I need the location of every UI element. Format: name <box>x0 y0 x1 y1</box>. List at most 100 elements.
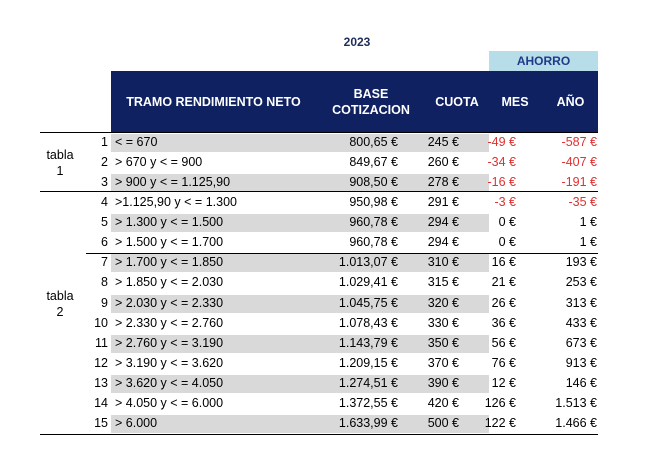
row-stripe <box>111 134 489 152</box>
table-row: 10 > 2.330 y < = 2.760 1.078,43 € 330 € 36 €… <box>0 314 652 333</box>
divider-bottom <box>40 434 598 435</box>
row-anio: 913 € <box>565 355 597 370</box>
row-cuota: 370 € <box>427 355 459 370</box>
row-cuota: 500 € <box>427 415 459 430</box>
row-anio: 146 € <box>565 375 597 390</box>
row-stripe <box>111 414 489 433</box>
row-base: 960,78 € <box>349 235 398 250</box>
row-number: 1 <box>101 135 108 149</box>
row-anio: 433 € <box>565 315 597 330</box>
table-row: 6 > 1.500 y < = 1.700 960,78 € 294 € 0 € 1 € <box>0 233 652 252</box>
row-base: 1.372,55 € <box>338 395 398 410</box>
table-row: 4 >1.125,90 y < = 1.300 950,98 € 291 € -3 € -… <box>0 193 652 212</box>
row-mes: 76 € <box>491 355 516 370</box>
group-label-line2: 2 <box>56 305 64 319</box>
row-cuota: 291 € <box>427 195 459 210</box>
row-number: 12 <box>94 355 108 370</box>
row-anio: 193 € <box>565 255 597 270</box>
header-base-line1: BASE <box>353 86 389 101</box>
row-mes: 26 € <box>491 295 516 310</box>
table-row: 7 > 1.700 y < = 1.850 1.013,07 € 310 € 16 € 1… <box>0 253 652 273</box>
table-row: 15 > 6.000 1.633,99 € 500 € 122 € 1.466 € <box>0 414 652 433</box>
row-number: 5 <box>101 215 108 230</box>
row-number: 6 <box>101 235 108 250</box>
year-title: 2023 <box>343 35 371 49</box>
row-number: 2 <box>101 155 108 170</box>
row-stripe <box>111 174 489 193</box>
row-mes: 0 € <box>498 215 516 230</box>
row-mes: -34 € <box>487 155 517 170</box>
row-anio: 1.466 € <box>555 415 597 430</box>
row-anio: 253 € <box>565 275 597 290</box>
row-number: 11 <box>95 335 108 350</box>
row-mes: 16 € <box>491 255 516 270</box>
row-tramo: > 6.000 <box>115 415 158 430</box>
row-tramo: > 670 y < = 900 <box>115 155 203 170</box>
row-cuota: 310 € <box>427 255 459 270</box>
row-base: 1.633,99 € <box>338 415 398 430</box>
row-number: 10 <box>94 315 108 330</box>
row-anio: 1 € <box>579 215 597 230</box>
row-mes: 12 € <box>491 375 516 390</box>
row-anio: -587 € <box>561 135 597 149</box>
table-row: 1 < = 670 800,65 € 245 € -49 € -587 € <box>0 133 652 152</box>
row-anio: 1.513 € <box>555 395 597 410</box>
table-header: TRAMO RENDIMIENTO NETO BASE COTIZACION C… <box>111 71 598 132</box>
row-cuota: 260 € <box>427 155 459 170</box>
row-mes: -16 € <box>487 175 517 190</box>
row-tramo: > 3.620 y < = 4.050 <box>115 375 224 390</box>
row-stripe <box>111 254 489 273</box>
row-base: 960,78 € <box>349 215 398 230</box>
row-base: 908,50 € <box>349 175 398 190</box>
row-mes: 126 € <box>484 395 516 410</box>
row-stripe <box>111 214 489 233</box>
row-stripe <box>111 374 489 393</box>
row-cuota: 350 € <box>427 335 459 350</box>
row-mes: 122 € <box>484 415 516 430</box>
divider-top <box>40 132 598 133</box>
row-base: 1.209,15 € <box>338 355 398 370</box>
table-row: 12 > 3.190 y < = 3.620 1.209,15 € 370 € 76 €… <box>0 354 652 373</box>
row-cuota: 420 € <box>427 395 459 410</box>
row-base: 1.274,51 € <box>338 375 398 390</box>
row-tramo: > 1.850 y < = 2.030 <box>115 275 224 290</box>
row-anio: 1 € <box>579 235 597 250</box>
row-number: 14 <box>94 395 108 410</box>
header-base-line2: COTIZACION <box>332 102 410 117</box>
header-cuota: CUOTA <box>435 94 479 109</box>
row-mes: -49 € <box>487 135 517 149</box>
row-anio: 313 € <box>565 295 597 310</box>
header-anio: AÑO <box>556 94 585 109</box>
row-tramo: > 1.700 y < = 1.850 <box>115 255 224 270</box>
row-tramo: > 900 y < = 1.125,90 <box>115 175 231 190</box>
row-anio: -35 € <box>568 195 598 210</box>
row-mes: 56 € <box>491 335 516 350</box>
row-mes: 0 € <box>498 235 516 250</box>
row-tramo: > 1.300 y < = 1.500 <box>115 215 224 230</box>
row-anio: -191 € <box>561 175 597 190</box>
table-row: 14 > 4.050 y < = 6.000 1.372,55 € 420 € 126 … <box>0 394 652 413</box>
row-cuota: 278 € <box>427 175 459 190</box>
row-cuota: 390 € <box>427 375 459 390</box>
row-tramo: > 2.030 y < = 2.330 <box>115 295 224 310</box>
group-label-tabla-1: tabla 1 <box>40 147 80 179</box>
header-base: BASE COTIZACION <box>311 71 431 132</box>
row-number: 9 <box>101 295 108 310</box>
row-number: 4 <box>101 195 108 210</box>
row-number: 13 <box>94 375 108 390</box>
row-stripe <box>111 334 489 353</box>
group-label-line2: 1 <box>56 164 64 178</box>
row-mes: 36 € <box>491 315 516 330</box>
row-number: 7 <box>101 255 108 270</box>
row-anio: 673 € <box>565 335 597 350</box>
row-number: 3 <box>101 175 108 190</box>
row-cuota: 245 € <box>427 135 459 149</box>
ahorro-header: AHORRO <box>489 51 598 71</box>
row-base: 1.143,79 € <box>338 335 398 350</box>
table-row: 13 > 3.620 y < = 4.050 1.274,51 € 390 € 12 €… <box>0 374 652 393</box>
row-cuota: 320 € <box>427 295 459 310</box>
header-tramo: TRAMO RENDIMIENTO NETO <box>126 94 301 109</box>
table-row: 8 > 1.850 y < = 2.030 1.029,41 € 315 € 21 € 2… <box>0 273 652 292</box>
row-base: 1.078,43 € <box>338 315 398 330</box>
divider-tabla <box>40 191 598 192</box>
